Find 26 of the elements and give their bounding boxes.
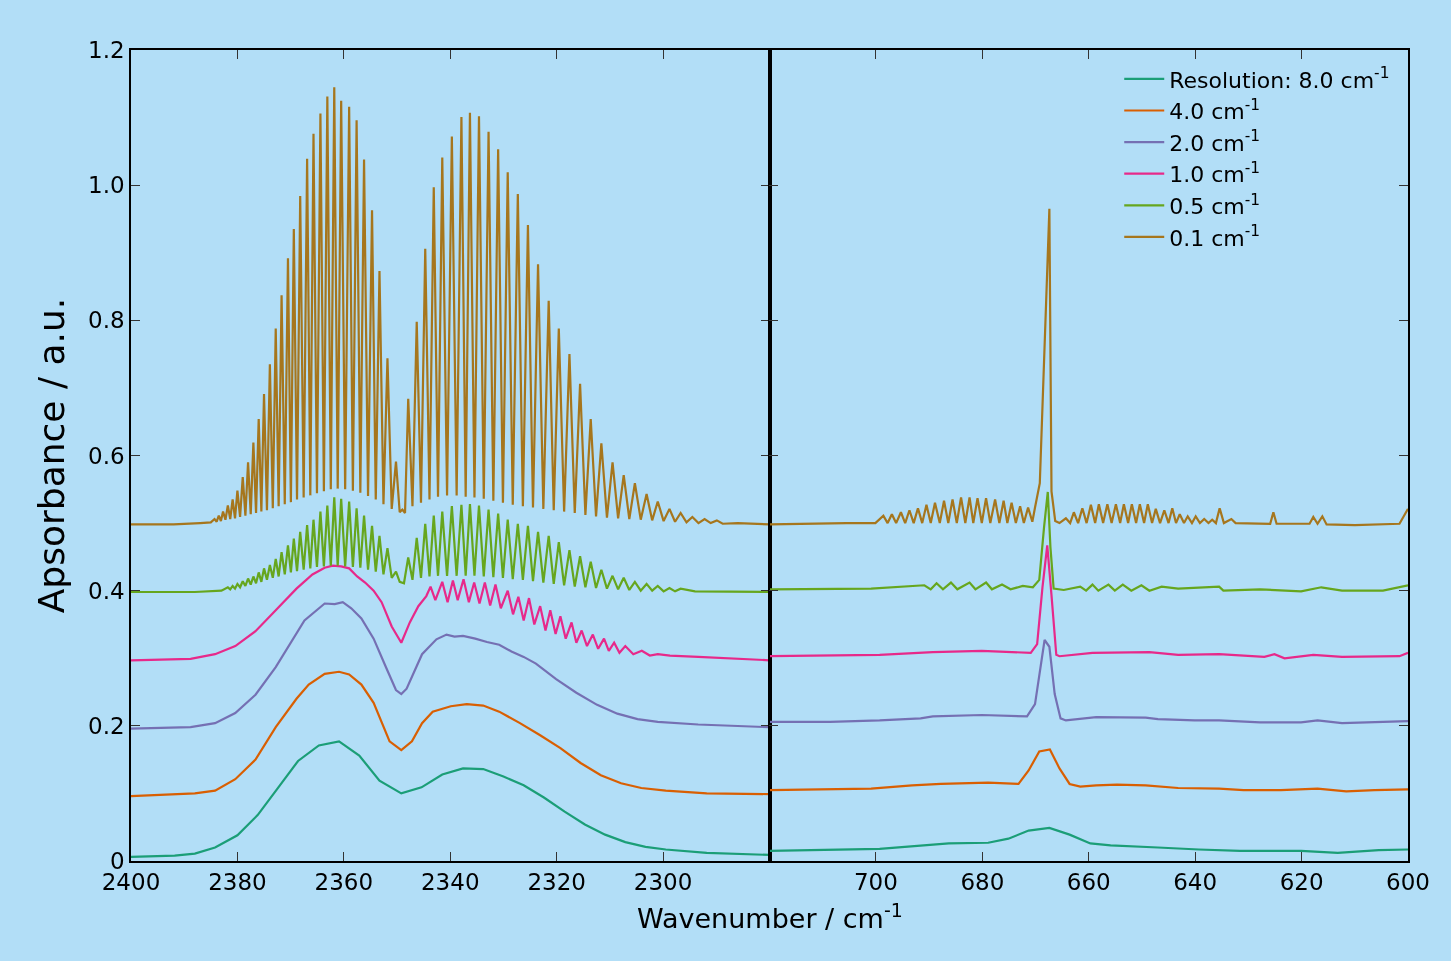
x-tick-label: 700 — [853, 869, 898, 896]
x-tick-label: 600 — [1386, 869, 1430, 896]
x-tick-label: 680 — [960, 869, 1005, 896]
y-tick-label: 0.2 — [88, 712, 125, 739]
y-tick-label: 1.2 — [88, 37, 125, 64]
x-tick-label: 2340 — [420, 869, 480, 896]
x-axis-title: Wavenumber / cm$^{-1}$ — [637, 899, 903, 935]
x-tick-label: 2300 — [633, 869, 693, 896]
legend-label: 4.0 cm$^{-1}$ — [1169, 95, 1261, 125]
x-tick-label: 660 — [1066, 869, 1111, 896]
x-tick-label: 2360 — [314, 869, 374, 896]
legend-label: 0.5 cm$^{-1}$ — [1169, 190, 1261, 219]
x-tick-label: 2400 — [101, 869, 161, 896]
y-axis-title: Apsorbance / a.u. — [31, 297, 73, 614]
x-tick-label: 620 — [1279, 869, 1324, 896]
x-tick-label: 640 — [1173, 869, 1218, 896]
x-tick-label: 2320 — [527, 869, 586, 896]
x-tick-label: 2380 — [208, 869, 267, 896]
y-tick-label: 1.0 — [88, 172, 125, 199]
y-tick-label: 0.6 — [88, 442, 125, 469]
legend-label: 0.1 cm$^{-1}$ — [1169, 222, 1261, 251]
legend-label: 2.0 cm$^{-1}$ — [1169, 127, 1261, 156]
y-tick-label: 0.8 — [88, 307, 125, 334]
y-tick-label: 0.4 — [88, 577, 125, 604]
legend-label: Resolution: 8.0 cm$^{-1}$ — [1169, 64, 1390, 93]
legend-label: 1.0 cm$^{-1}$ — [1169, 159, 1261, 188]
